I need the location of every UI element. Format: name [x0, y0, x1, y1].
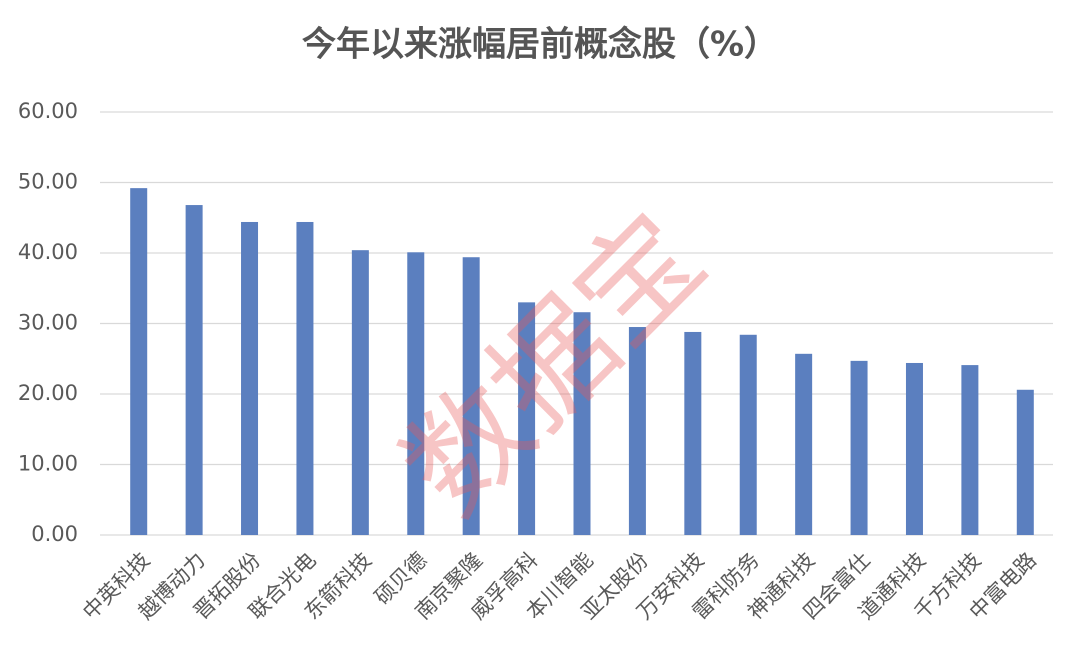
chart-title: 今年以来涨幅居前概念股（%） — [302, 25, 778, 65]
bar — [185, 205, 203, 535]
bar — [961, 365, 979, 535]
bar — [850, 360, 868, 535]
bar — [462, 257, 480, 535]
bar — [241, 221, 259, 536]
bar — [407, 252, 425, 536]
y-tick-label: 0.00 — [31, 522, 78, 546]
y-tick-label: 20.00 — [18, 381, 78, 405]
bar — [739, 334, 757, 535]
bar — [905, 362, 923, 535]
y-tick-label: 30.00 — [18, 311, 78, 335]
bar — [351, 250, 369, 535]
bar — [296, 221, 314, 536]
bar — [573, 312, 591, 535]
bar — [795, 353, 813, 535]
y-tick-label: 60.00 — [18, 99, 78, 123]
watermark: 数据宝 — [378, 188, 731, 541]
y-tick-label: 10.00 — [18, 452, 78, 476]
y-tick-label: 50.00 — [18, 170, 78, 194]
bar — [1016, 389, 1034, 535]
bar — [684, 331, 702, 535]
bar — [628, 327, 646, 535]
bar — [130, 188, 148, 535]
y-tick-label: 40.00 — [18, 240, 78, 264]
bar — [518, 302, 536, 535]
